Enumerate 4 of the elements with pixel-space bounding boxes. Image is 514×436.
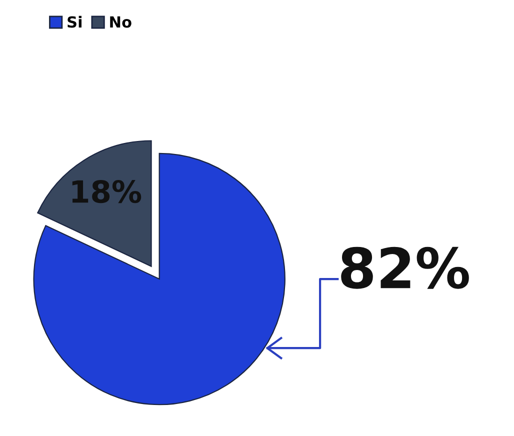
- legend-label: Si: [68, 16, 82, 28]
- data-label: 18%: [72, 180, 142, 204]
- data-label: 82%: [341, 246, 469, 289]
- legend-label: No: [110, 16, 132, 28]
